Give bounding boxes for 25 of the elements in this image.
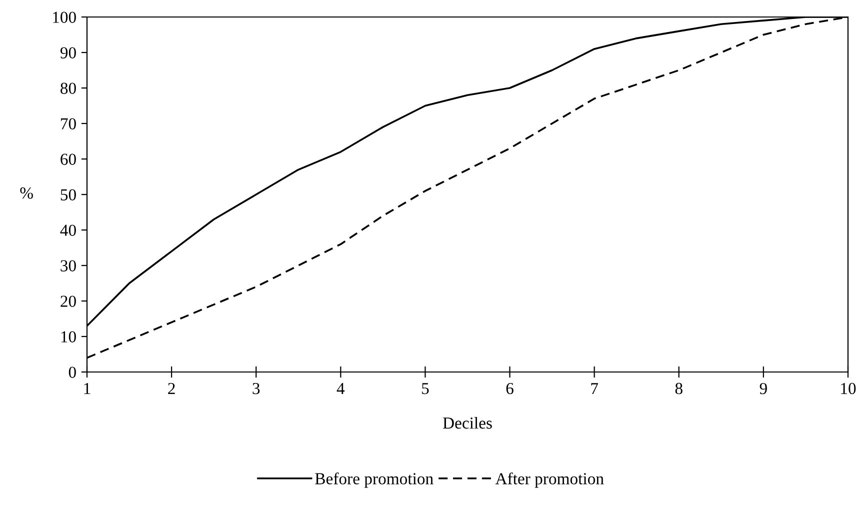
x-tick-label: 5 <box>422 383 429 394</box>
x-tick-label: 9 <box>760 382 767 394</box>
x-tick-label: 1 <box>84 382 90 394</box>
y-axis-title: % <box>20 187 33 199</box>
y-tick-label: 30 <box>60 260 76 272</box>
x-tick-label: 3 <box>252 382 260 394</box>
y-tick-label: 70 <box>61 118 76 130</box>
x-tick-label: 7 <box>591 383 598 394</box>
y-tick-label: 50 <box>60 189 76 200</box>
x-tick-label: 10 <box>841 382 856 394</box>
y-tick-label: 100 <box>53 12 76 23</box>
y-tick-label: 0 <box>68 366 76 378</box>
y-tick-label: 80 <box>60 82 76 94</box>
x-tick-label: 2 <box>168 382 175 394</box>
x-tick-label: 4 <box>336 383 345 394</box>
x-axis-title: Deciles <box>442 416 492 429</box>
legend-label: After promotion <box>495 472 604 488</box>
x-tick-label: 8 <box>675 382 682 394</box>
y-tick-label: 90 <box>60 47 76 58</box>
legend-label: Before promotion <box>315 472 434 488</box>
y-tick-label: 40 <box>60 224 76 236</box>
y-tick-label: 20 <box>60 296 76 307</box>
y-tick-label: 60 <box>60 154 76 165</box>
y-tick-label: 10 <box>61 331 76 342</box>
x-tick-label: 6 <box>506 382 514 394</box>
